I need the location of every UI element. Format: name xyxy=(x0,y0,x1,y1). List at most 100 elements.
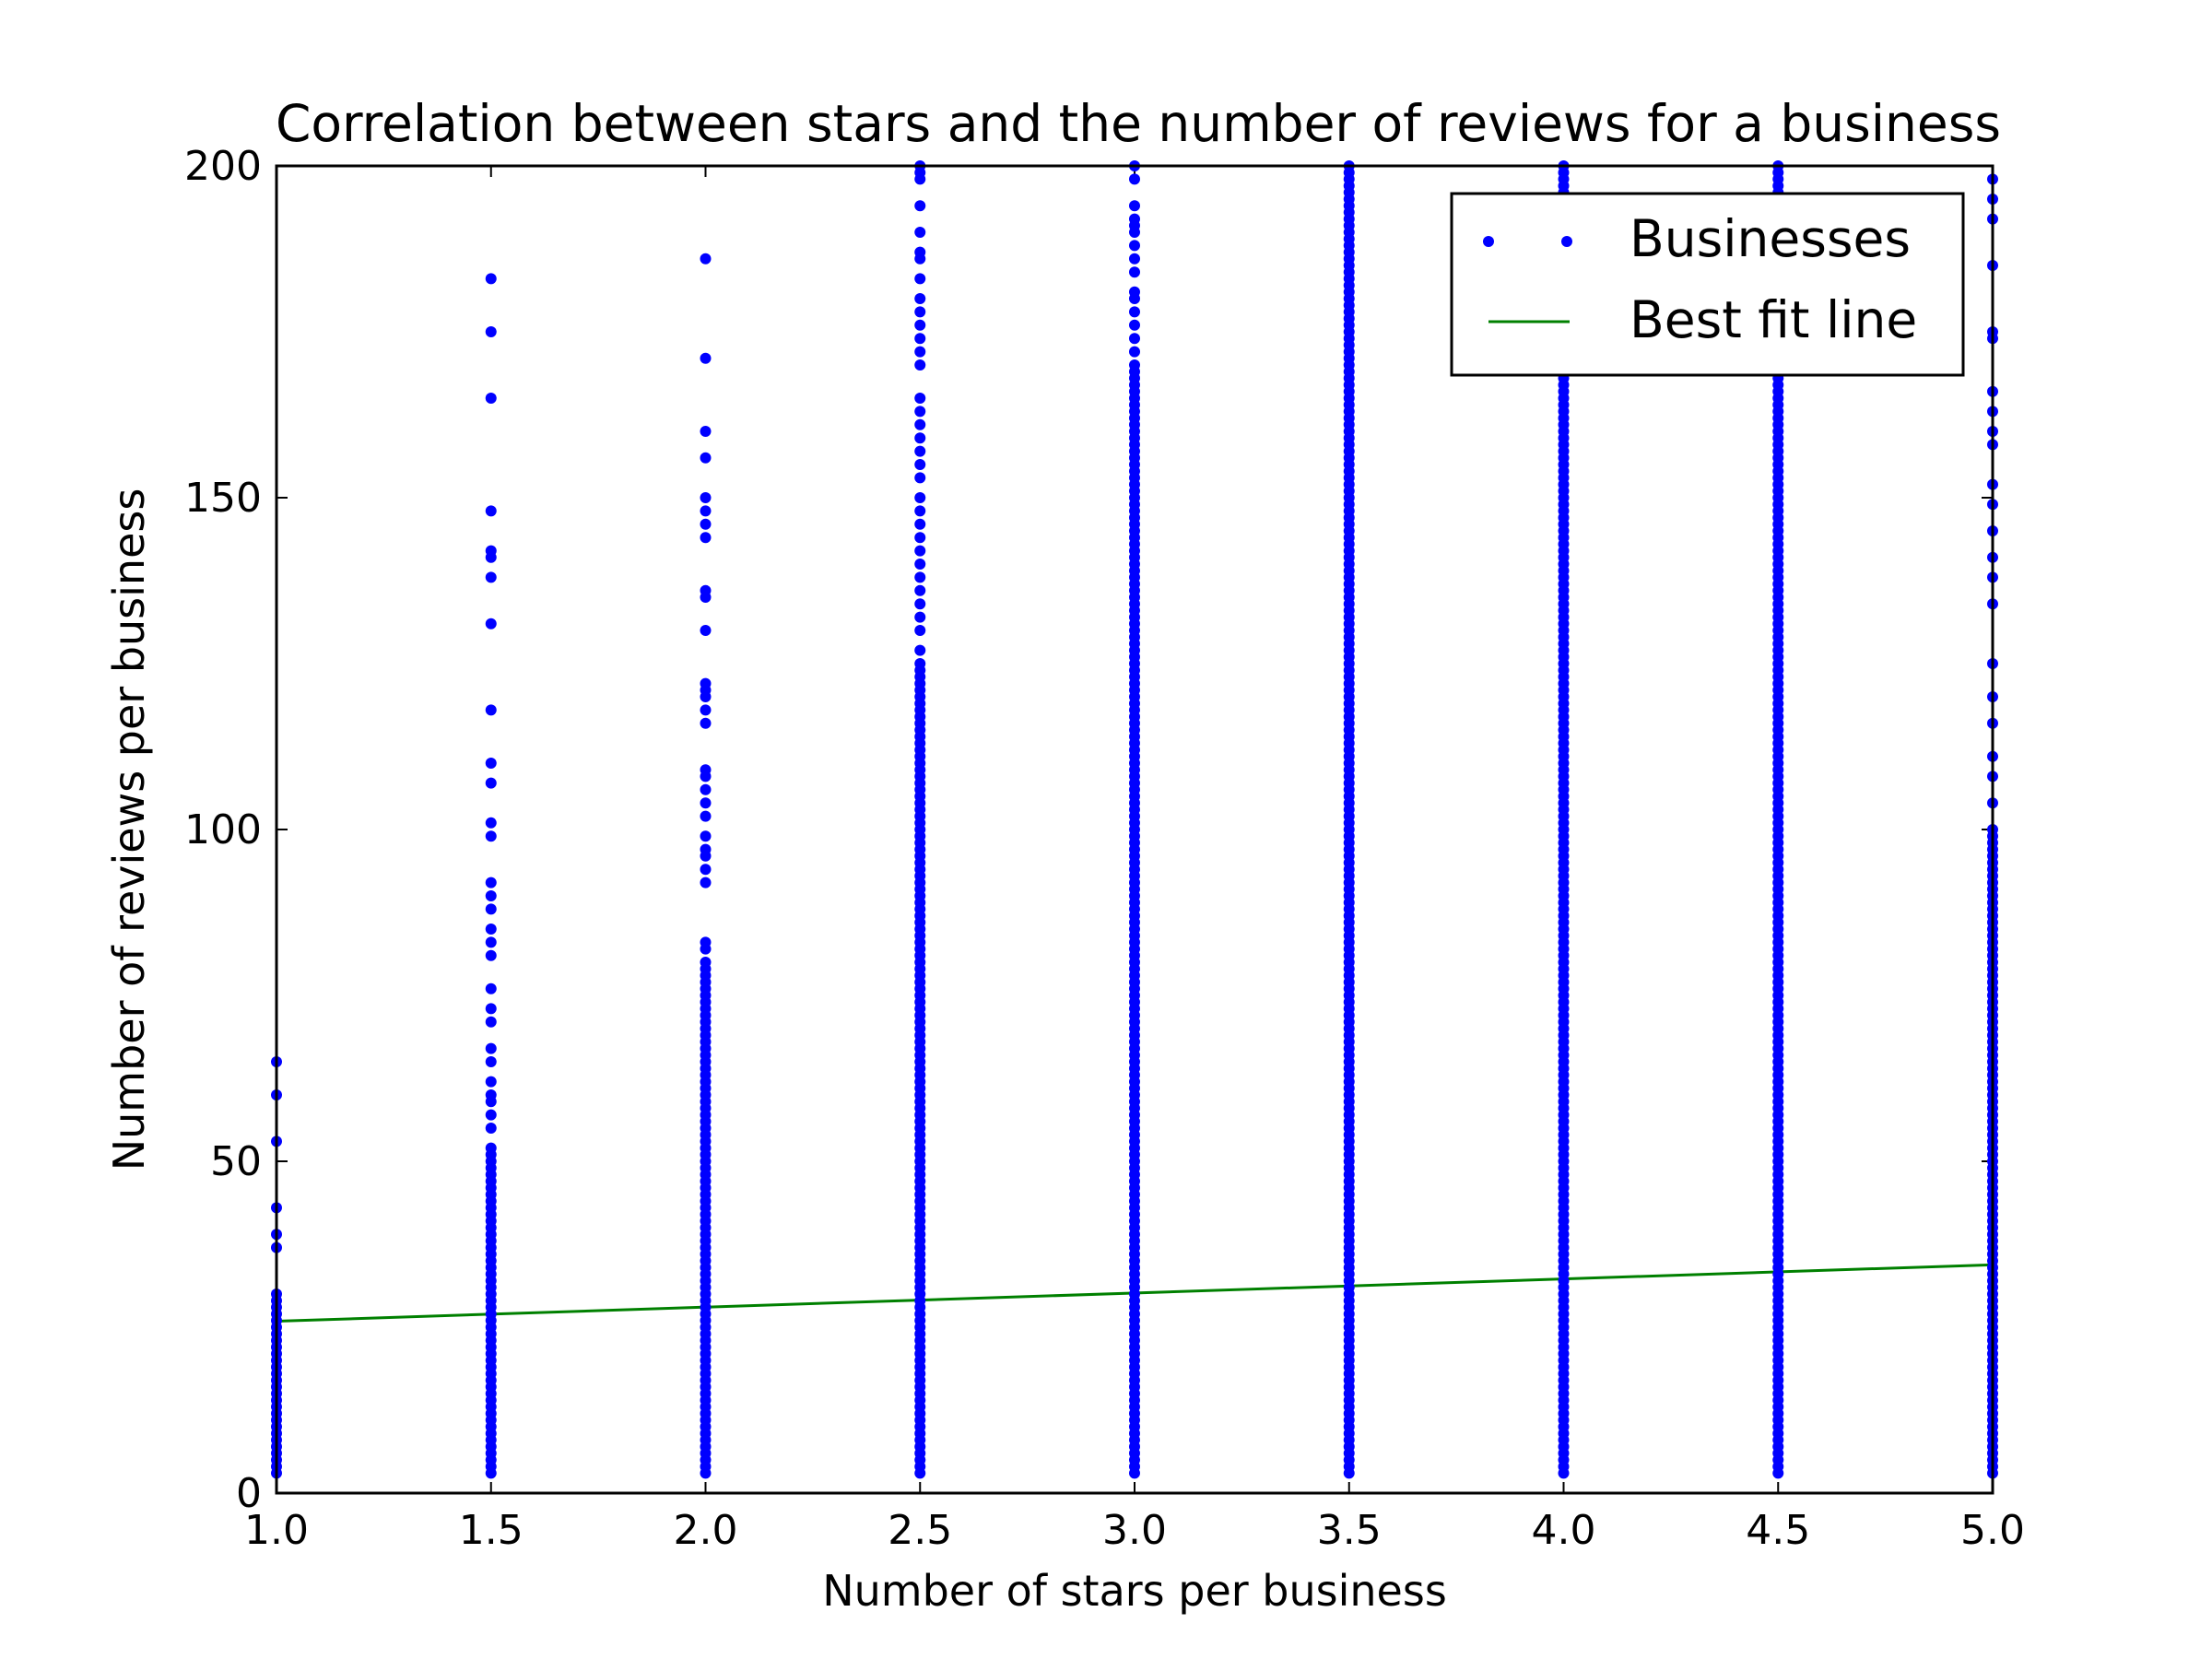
scatter-point xyxy=(1129,359,1140,371)
scatter-point xyxy=(700,877,712,888)
y-axis-label: Number of reviews per business xyxy=(104,488,154,1171)
scatter-point xyxy=(914,227,926,238)
scatter-point xyxy=(1129,346,1140,358)
scatter-point xyxy=(700,625,712,636)
scatter-point xyxy=(700,532,712,544)
chart-title: Correlation between stars and the number… xyxy=(276,94,2001,153)
scatter-point xyxy=(1129,253,1140,265)
scatter-point xyxy=(914,319,926,331)
scatter-point xyxy=(700,810,712,822)
scatter-point xyxy=(485,830,497,842)
scatter-point xyxy=(485,505,497,517)
scatter-point xyxy=(485,924,497,935)
scatter-point xyxy=(914,333,926,345)
x-tick-label: 5.0 xyxy=(1960,1507,2025,1554)
scatter-point xyxy=(485,949,497,961)
scatter-point xyxy=(485,1016,497,1028)
scatter-point xyxy=(914,625,926,636)
scatter-point xyxy=(700,704,712,716)
y-tick-label: 200 xyxy=(184,143,262,190)
scatter-point xyxy=(700,957,712,968)
x-tick-label: 4.0 xyxy=(1532,1507,1596,1554)
scatter-point xyxy=(914,559,926,570)
x-tick-label: 2.0 xyxy=(674,1507,738,1554)
legend-label-businesses: Businesses xyxy=(1630,209,1911,268)
plot-frame xyxy=(275,164,1994,1495)
scatter-point xyxy=(485,1142,497,1154)
legend-label-best-fit-line: Best fit line xyxy=(1630,290,1917,349)
scatter-point xyxy=(485,817,497,829)
scatter-point xyxy=(700,864,712,876)
scatter-series-businesses xyxy=(271,160,1998,1479)
scatter-point xyxy=(485,1042,497,1054)
scatter-point xyxy=(700,253,712,265)
scatter-point xyxy=(914,393,926,404)
scatter-point xyxy=(485,890,497,901)
scatter-point xyxy=(1129,266,1140,278)
x-tick-label: 4.5 xyxy=(1746,1507,1810,1554)
scatter-point xyxy=(485,877,497,888)
scatter-point xyxy=(914,532,926,544)
scatter-point xyxy=(700,505,712,517)
scatter-point xyxy=(485,1056,497,1067)
scatter-point xyxy=(485,545,497,557)
x-tick-label: 1.0 xyxy=(244,1507,309,1554)
scatter-point xyxy=(485,1109,497,1121)
scatter-point xyxy=(1129,333,1140,345)
y-tick-label: 0 xyxy=(236,1470,262,1517)
scatter-point xyxy=(700,797,712,809)
scatter-point xyxy=(485,393,497,404)
scatter-point xyxy=(914,472,926,484)
legend-marker-businesses-1 xyxy=(1483,236,1494,247)
scatter-point xyxy=(485,273,497,285)
scatter-point xyxy=(914,406,926,418)
scatter-point xyxy=(700,584,712,596)
scatter-point xyxy=(700,352,712,364)
scatter-point xyxy=(485,903,497,915)
scatter-point xyxy=(485,1076,497,1088)
legend-marker-businesses-2 xyxy=(1561,236,1572,247)
scatter-point xyxy=(485,758,497,769)
scatter-point xyxy=(700,677,712,689)
scatter-point xyxy=(1129,173,1140,185)
scatter-point xyxy=(485,618,497,629)
scatter-point xyxy=(914,611,926,623)
scatter-point xyxy=(914,658,926,669)
scatter-point xyxy=(700,936,712,948)
scatter-point xyxy=(1129,319,1140,331)
scatter-point xyxy=(700,783,712,795)
scatter-point xyxy=(700,492,712,503)
y-tick-label: 50 xyxy=(210,1138,262,1185)
scatter-point xyxy=(700,830,712,842)
scatter-point xyxy=(485,1089,497,1100)
scatter-point xyxy=(914,459,926,470)
scatter-point xyxy=(914,545,926,557)
scatter-point xyxy=(914,200,926,212)
scatter-point xyxy=(914,505,926,517)
scatter-point xyxy=(700,764,712,776)
scatter-point xyxy=(1129,306,1140,318)
scatter-point xyxy=(700,717,712,729)
scatter-point xyxy=(914,518,926,530)
scatter-point xyxy=(914,293,926,304)
scatter-point xyxy=(914,445,926,457)
scatter-point xyxy=(1129,286,1140,298)
scatter-point xyxy=(485,704,497,716)
scatter-point xyxy=(914,246,926,258)
scatter-point xyxy=(914,432,926,444)
scatter-point xyxy=(485,571,497,583)
legend-box xyxy=(1450,192,1965,377)
scatter-point xyxy=(485,326,497,337)
scatter-point xyxy=(914,418,926,430)
scatter-point xyxy=(914,359,926,371)
legend: Businesses Best fit line xyxy=(1450,192,1965,377)
scatter-point xyxy=(914,644,926,656)
y-tick-label: 100 xyxy=(184,806,262,853)
scatter-point xyxy=(700,518,712,530)
scatter-point xyxy=(914,571,926,583)
scatter-point xyxy=(914,492,926,503)
x-axis-label: Number of stars per business xyxy=(822,1566,1447,1616)
scatter-point xyxy=(914,346,926,358)
scatter-point xyxy=(700,452,712,464)
